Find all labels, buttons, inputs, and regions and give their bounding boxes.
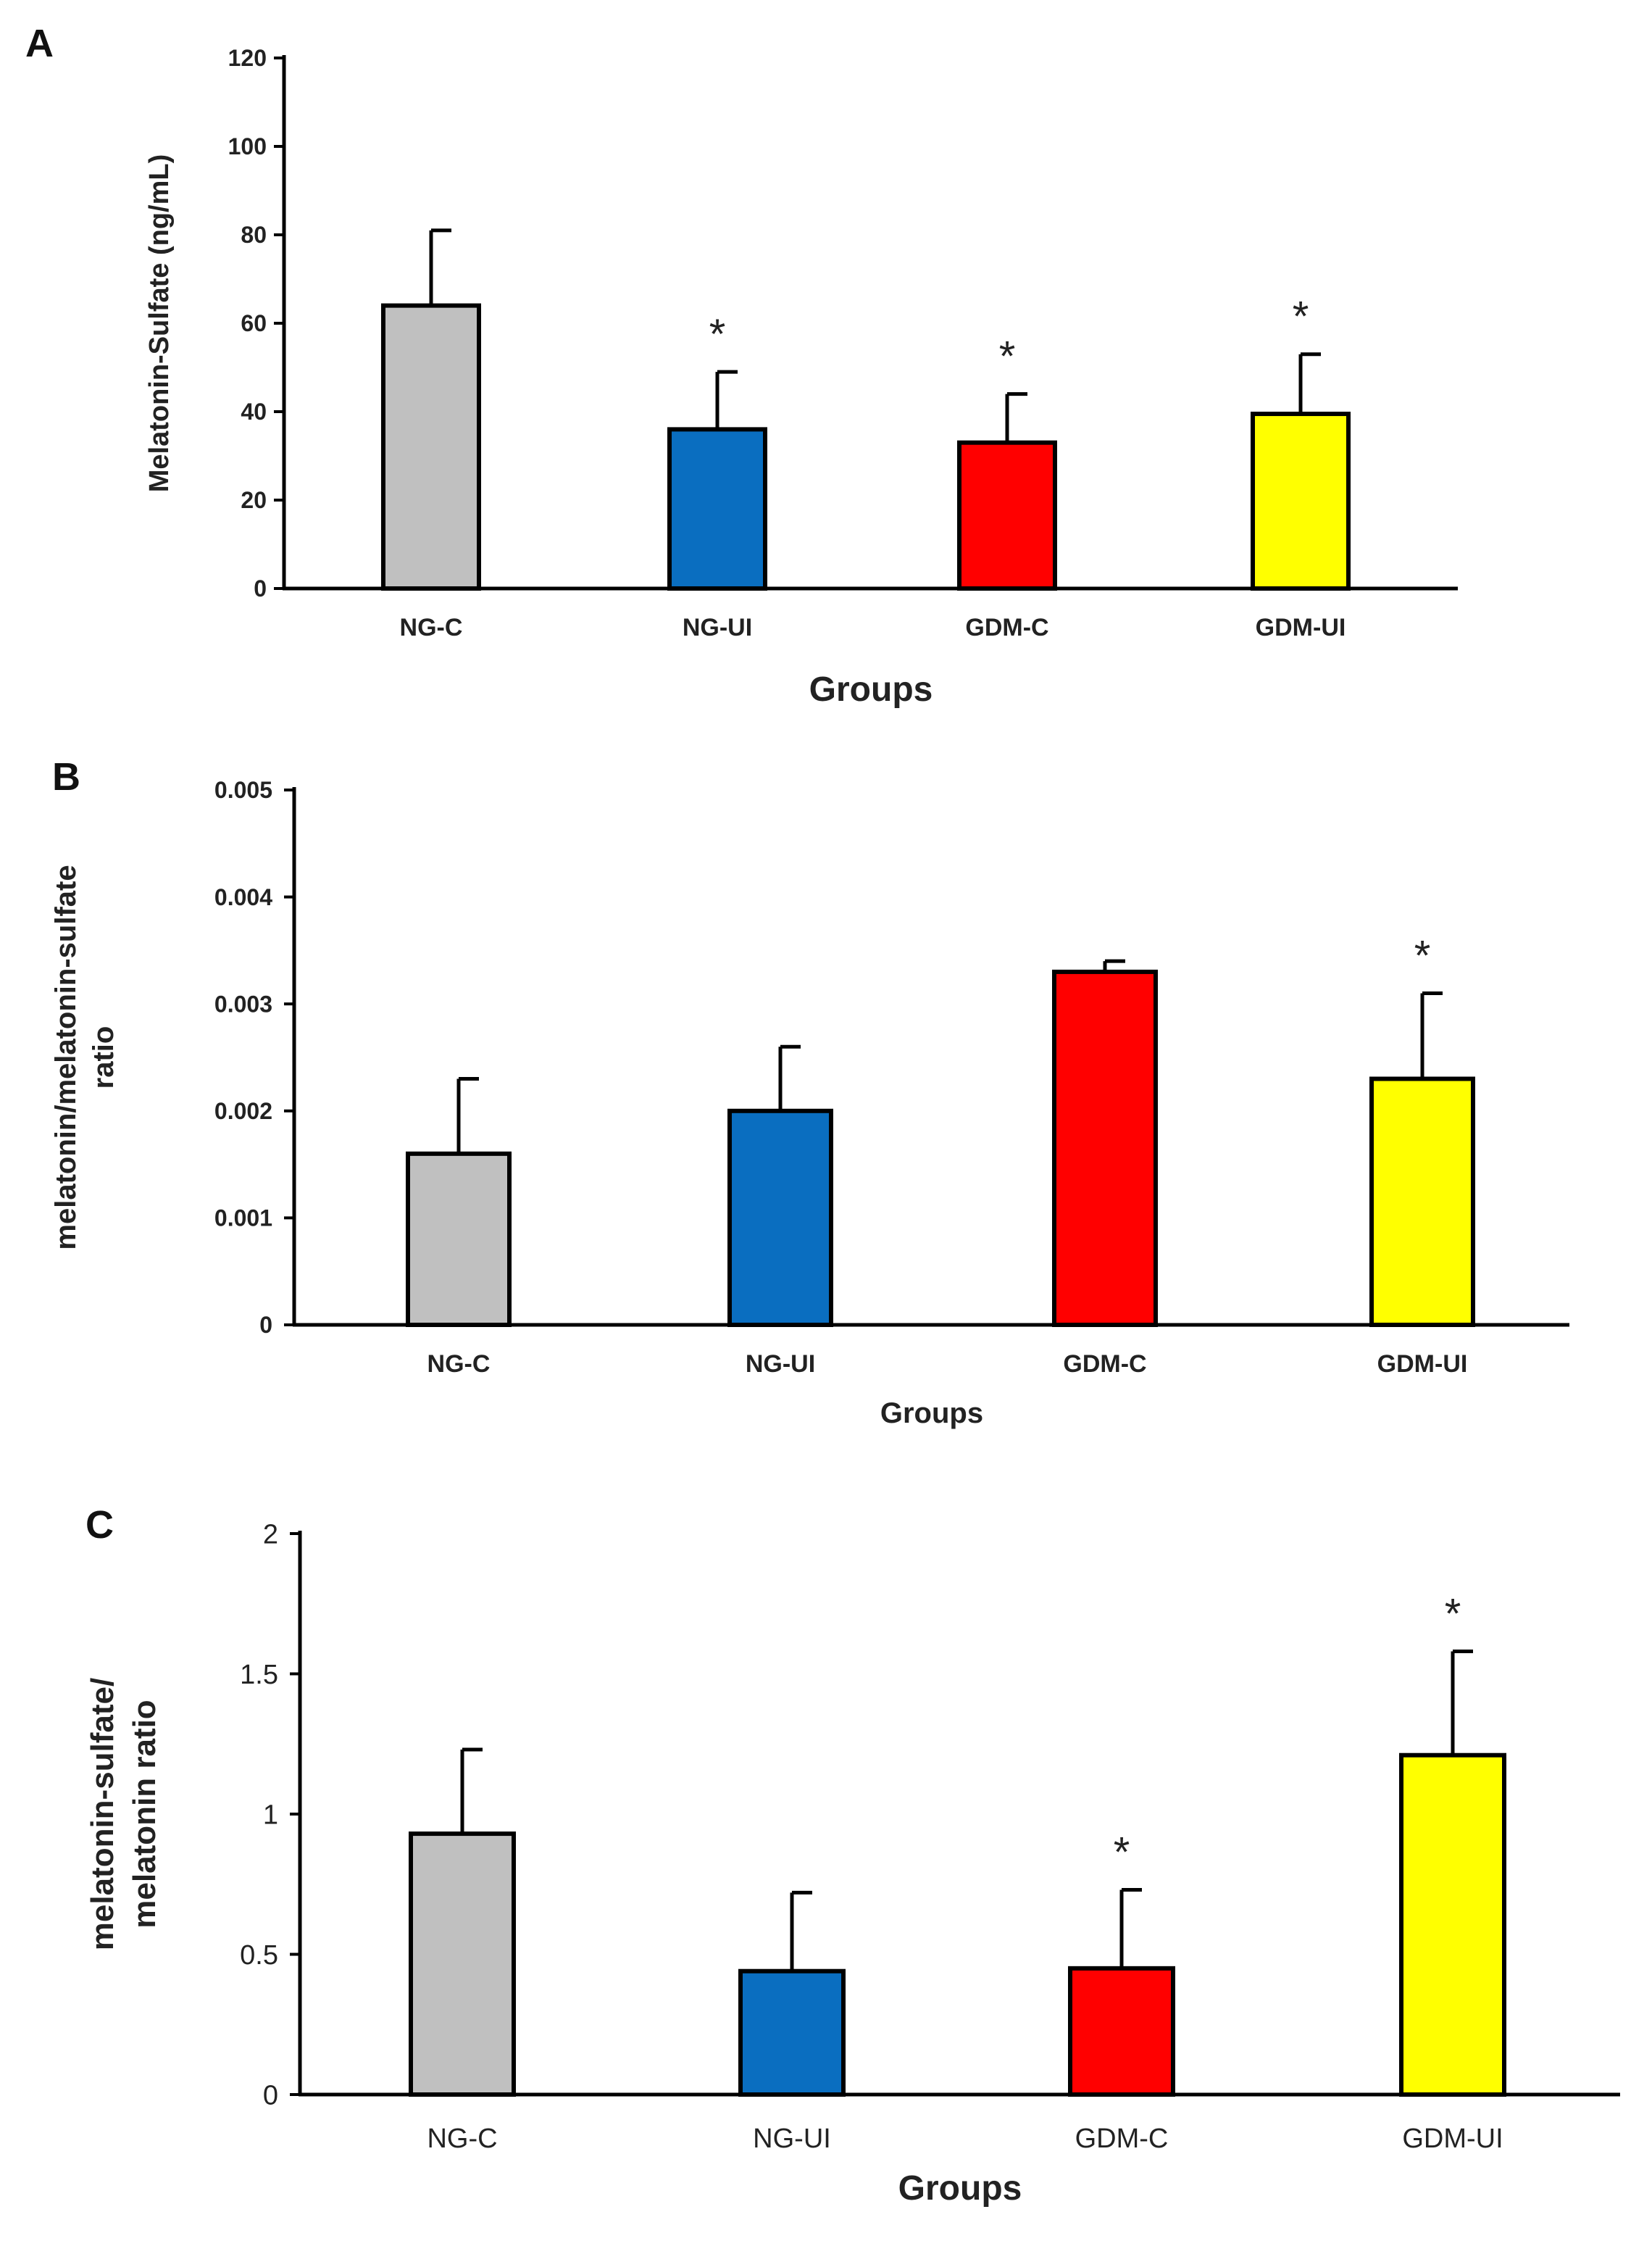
y-tick-label: 0 [259,1312,272,1338]
y-tick-label: 100 [228,133,267,159]
y-tick-label: 0.003 [214,991,272,1017]
y-axis-title: melatonin-sulfate/melatonin ratio [85,1678,162,1951]
bar-ng-c [409,1831,516,2097]
y-axis-title-line: melatonin/melatonin-sulfate [50,865,82,1249]
x-tick-label: GDM-UI [1256,614,1346,641]
significance-marker: * [1445,1591,1461,1638]
x-tick-label: GDM-C [965,614,1048,641]
panel-letter: A [25,22,54,65]
x-axis-title: Groups [898,2169,1022,2208]
bar-gdm-ui [1251,412,1351,591]
y-axis-title-line: melatonin ratio [127,1700,162,1928]
panel-c: C NG-C NG-UI * GDM-C * GDM-UI 0 0.5 1 1.5 2 Groups me… [85,1503,1620,2208]
bar-ng-ui [667,427,767,591]
x-tick-label: GDM-UI [1377,1350,1468,1378]
panel-letter: C [85,1503,114,1547]
significance-marker: * [709,311,726,358]
y-axis-title: Melatonin-Sulfate (ng/mL) [144,154,175,493]
y-axis-title-line: melatonin-sulfate/ [85,1678,120,1951]
x-tick-label: NG-C [427,1350,491,1378]
y-tick-label: 60 [241,310,267,336]
x-tick-label: NG-C [400,614,463,641]
x-tick-label: NG-C [427,2124,497,2154]
bar-gdm-ui [1399,1752,1506,2097]
y-tick-label: 1.5 [240,1660,278,1690]
y-axis-title-line: Melatonin-Sulfate (ng/mL) [144,154,175,493]
significance-marker: * [999,333,1016,380]
y-tick-label: 0 [254,575,267,602]
x-axis-title: Groups [880,1397,983,1429]
y-tick-label: 0.001 [214,1205,272,1231]
bar-ng-ui [727,1108,833,1328]
y-tick-label: 2 [263,1519,278,1550]
bar-ng-c [406,1151,512,1327]
bar-gdm-c [1052,969,1158,1328]
significance-marker: * [1414,932,1431,979]
x-tick-label: GDM-UI [1402,2124,1503,2154]
significance-marker: * [1114,1829,1130,1876]
y-tick-label: 40 [241,399,267,425]
bar-ng-c [381,303,481,591]
bar-gdm-c [957,440,1057,591]
x-tick-label: GDM-C [1075,2124,1169,2154]
y-tick-label: 0.002 [214,1098,272,1124]
x-axis-title: Groups [809,670,933,709]
panel-b: B NG-C NG-UI GDM-C * GDM-UI 0 0.001 0.002 0.003 0.… [50,755,1569,1429]
y-tick-label: 0.005 [214,777,272,803]
y-tick-label: 0 [263,2080,278,2110]
y-axis-title: melatonin/melatonin-sulfate ratio [50,865,120,1249]
bar-gdm-c [1068,1966,1175,2097]
significance-marker: * [1293,294,1309,341]
y-tick-label: 0.5 [240,1940,278,1971]
panel-letter: B [52,755,80,799]
x-tick-label: GDM-C [1063,1350,1146,1378]
x-tick-label: NG-UI [753,2124,831,2154]
bar-ng-ui [738,1968,846,2097]
y-axis-title-line: ratio [88,1026,120,1089]
x-tick-label: NG-UI [683,614,752,641]
y-tick-label: 0.004 [214,884,272,910]
panel-a: A NG-C * NG-UI * GDM-C * GDM-UI 0 20 40 60 80 100 120 G… [25,22,1458,709]
x-tick-label: NG-UI [746,1350,815,1378]
bar-gdm-ui [1369,1076,1475,1328]
y-tick-label: 20 [241,487,267,513]
y-tick-label: 120 [228,45,267,71]
y-tick-label: 1 [263,1800,278,1830]
y-tick-label: 80 [241,222,267,248]
